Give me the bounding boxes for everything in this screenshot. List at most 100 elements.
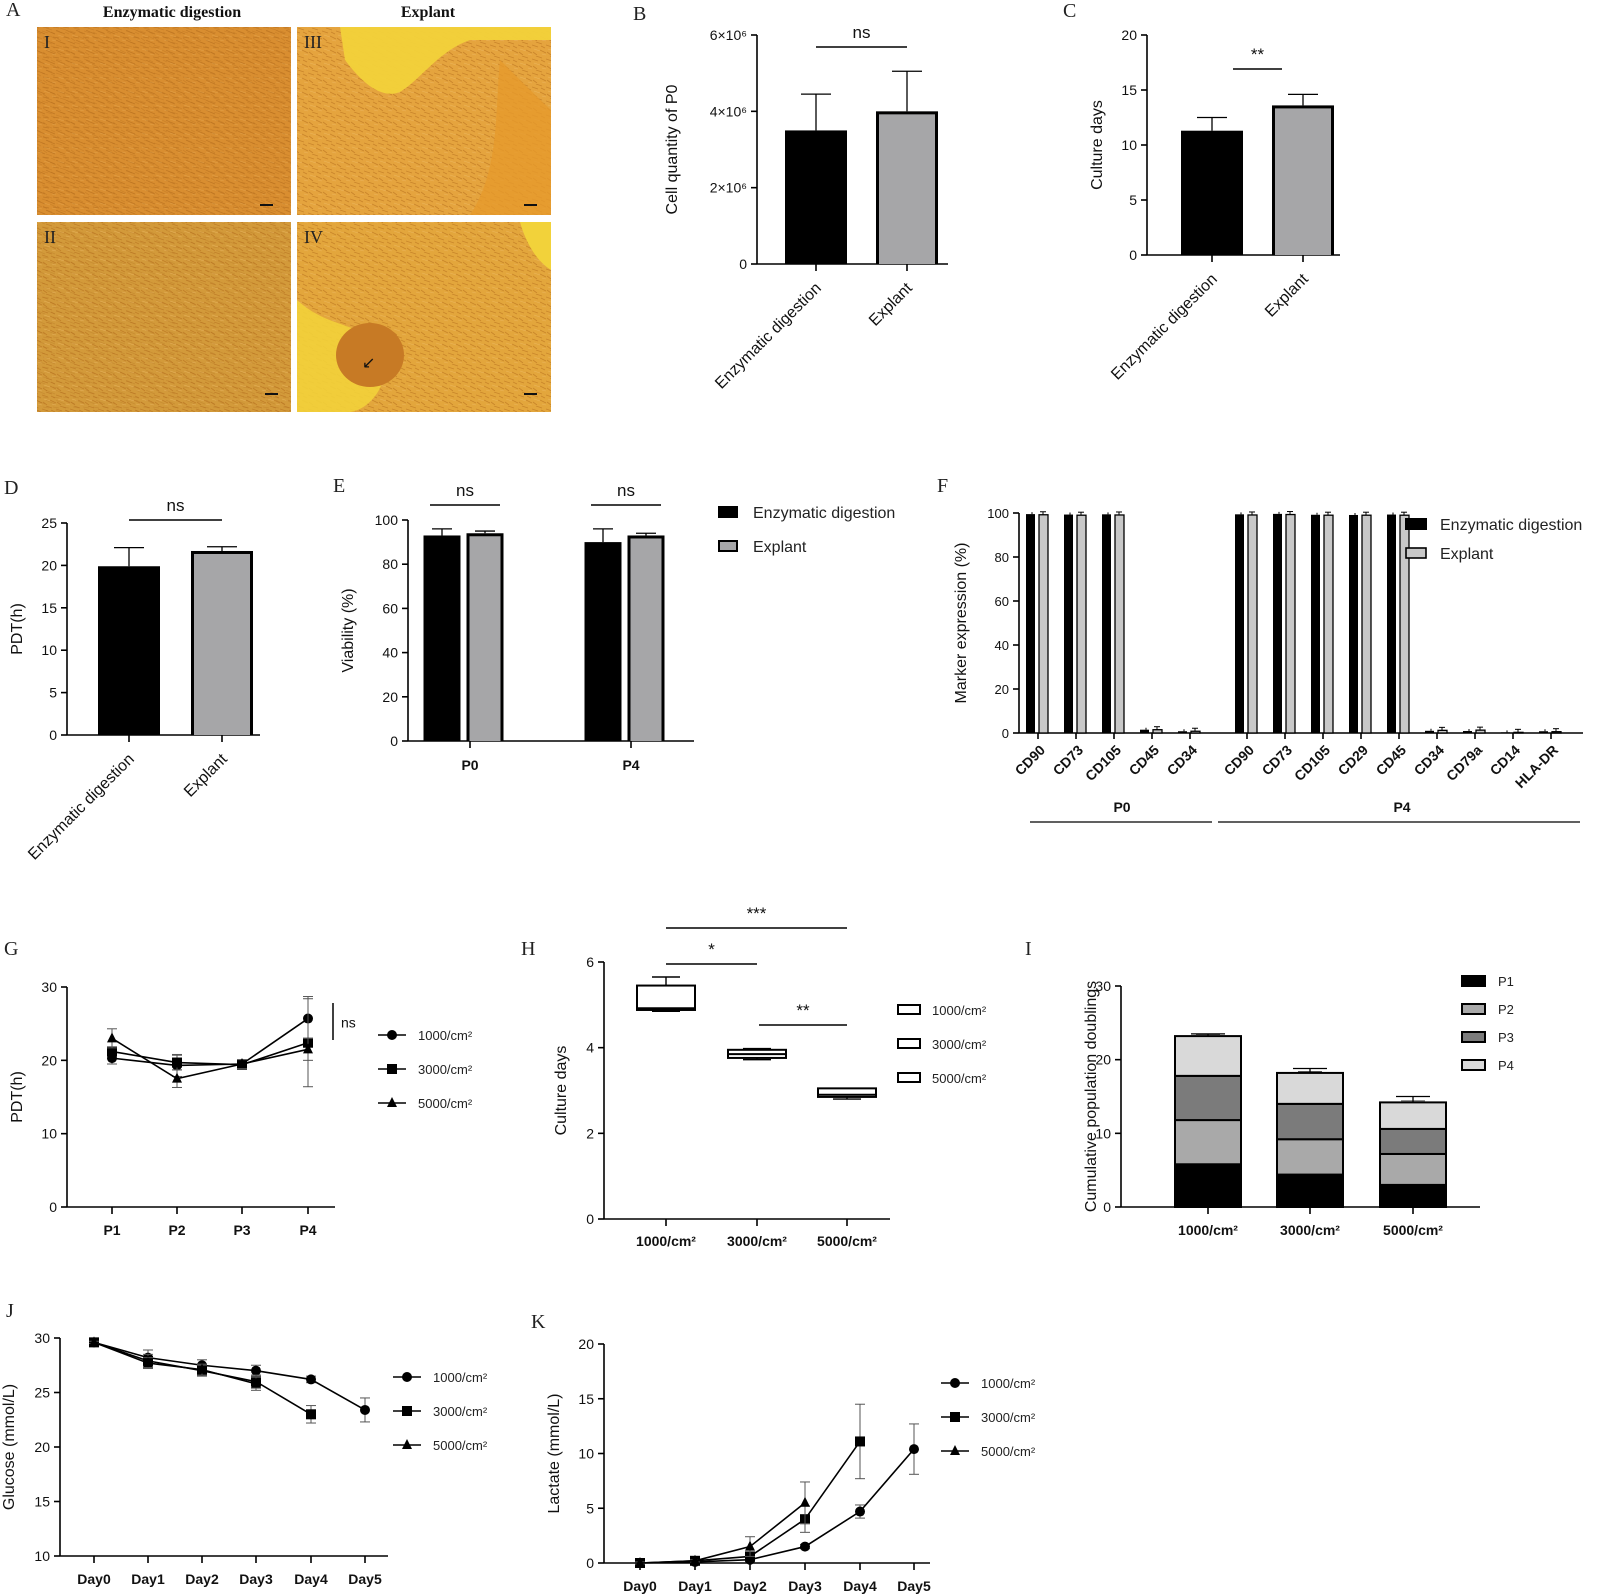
y-axis-label: Culture days	[553, 1046, 570, 1136]
panel-a: A Enzymatic digestion Explant I III II	[6, 0, 551, 412]
bar	[1076, 514, 1087, 734]
y-tick-label: 30	[1095, 978, 1111, 994]
micrograph-i: I	[37, 27, 291, 215]
bar	[584, 542, 622, 741]
bar	[1275, 108, 1331, 256]
chart-c: 0 5 10 15 20 Culture days Enzymatic digestion E…	[1089, 27, 1340, 383]
bar	[1463, 731, 1472, 733]
panel-letter-b: B	[633, 3, 646, 25]
legend-label: 1000/cm²	[418, 1028, 473, 1043]
significance-label: ns	[456, 481, 474, 500]
bar	[194, 553, 250, 735]
micrograph-iv: ↙ IV	[297, 222, 551, 412]
scale-bar	[260, 204, 273, 206]
legend-label: Explant	[753, 539, 807, 556]
legend-swatch	[897, 1038, 921, 1049]
stacked-bar-segment	[1379, 1101, 1447, 1130]
legend-swatch	[718, 506, 738, 518]
y-tick-label: 40	[995, 638, 1009, 653]
series-line	[93, 1341, 312, 1415]
col-title-explant: Explant	[401, 4, 456, 21]
y-tick-label: 0	[49, 727, 57, 743]
series-line	[93, 1341, 257, 1385]
y-tick-label: 6	[586, 954, 594, 970]
significance-label: ***	[747, 904, 767, 923]
data-point-square	[172, 1057, 182, 1068]
data-point-circle	[387, 1030, 397, 1040]
data-point-triangle	[745, 1540, 755, 1551]
data-point-triangle	[107, 1032, 117, 1043]
chart-j: 10 15 20 25 30 Glucose (mmol/L) Day0 Day1 Day2 Da…	[1, 1330, 488, 1587]
y-tick-label: 0	[586, 1211, 594, 1227]
y-tick-label: 0	[739, 256, 747, 272]
y-tick-label: 0	[1129, 247, 1137, 263]
bar	[1311, 514, 1320, 733]
data-point-triangle	[635, 1557, 645, 1567]
x-tick-label: P1	[103, 1222, 120, 1238]
y-tick-label: 0	[586, 1555, 594, 1571]
legend-label: P2	[1498, 1002, 1514, 1017]
bar	[1235, 514, 1244, 733]
panel-letter-h: H	[521, 938, 535, 960]
y-tick-label: 10	[41, 1126, 57, 1142]
y-tick-label: 5	[1129, 192, 1137, 208]
x-tick-label: Enzymatic digestion	[25, 751, 138, 864]
x-tick-label: Day3	[239, 1571, 273, 1587]
bar	[879, 114, 935, 264]
data-point-triangle	[89, 1336, 99, 1347]
legend-swatch	[718, 540, 738, 552]
x-tick-label: Explant	[1262, 270, 1312, 320]
y-tick-label: 20	[41, 557, 57, 573]
data-point-circle	[855, 1506, 865, 1517]
x-tick-label: 1000/cm²	[1178, 1222, 1238, 1238]
legend-label: 5000/cm²	[932, 1071, 987, 1086]
bar	[1501, 732, 1510, 733]
stacked-bar-segment	[1174, 1163, 1242, 1208]
significance-label: *	[708, 940, 715, 959]
y-tick-label: 30	[41, 979, 57, 995]
legend-label: Explant	[1440, 546, 1494, 563]
data-point-circle	[909, 1444, 919, 1455]
x-tick-label: CD73	[1258, 742, 1295, 779]
x-tick-label: CD45	[1125, 742, 1162, 779]
x-tick-label: 5000/cm²	[817, 1233, 877, 1249]
y-tick-label: 20	[1121, 27, 1137, 43]
bar	[1475, 729, 1486, 734]
y-axis-label: Cumulative population doublings	[1083, 981, 1100, 1212]
stacked-bar-segment	[1276, 1071, 1344, 1105]
significance-label: ns	[167, 496, 185, 515]
data-point-triangle	[197, 1363, 207, 1374]
bar	[1181, 130, 1243, 255]
y-tick-label: 0	[49, 1199, 57, 1215]
y-tick-label: 30	[34, 1330, 50, 1346]
legend-label: P1	[1498, 974, 1514, 989]
significance-label: **	[1251, 45, 1265, 64]
y-tick-label: 0	[1002, 726, 1009, 741]
data-point-circle	[251, 1365, 261, 1376]
x-tick-label: 3000/cm²	[1280, 1222, 1340, 1238]
legend-label: 5000/cm²	[433, 1438, 488, 1453]
y-axis-label: PDT(h)	[9, 1071, 26, 1123]
bar	[1178, 731, 1187, 733]
x-tick-label: Day5	[348, 1571, 382, 1587]
bar	[1247, 514, 1258, 734]
series-line	[639, 1502, 806, 1564]
x-tick-label: Day2	[185, 1571, 219, 1587]
significance-label: ns	[853, 23, 871, 42]
bar	[469, 536, 501, 741]
stacked-bar-segment	[1276, 1173, 1344, 1209]
x-tick-label: Day1	[678, 1578, 712, 1594]
bar	[98, 566, 160, 735]
x-tick-label: CD105	[1082, 742, 1124, 784]
series-line	[111, 1037, 309, 1080]
legend-label: 5000/cm²	[418, 1096, 473, 1111]
y-tick-label: 0	[1103, 1199, 1111, 1215]
bar	[1273, 513, 1282, 733]
micrograph-label-i: I	[44, 32, 50, 52]
y-tick-label: 20	[578, 1336, 594, 1352]
bar	[1038, 514, 1049, 734]
series-line	[111, 1017, 309, 1067]
legend-swatch	[1461, 975, 1486, 987]
x-tick-label: P3	[233, 1222, 250, 1238]
